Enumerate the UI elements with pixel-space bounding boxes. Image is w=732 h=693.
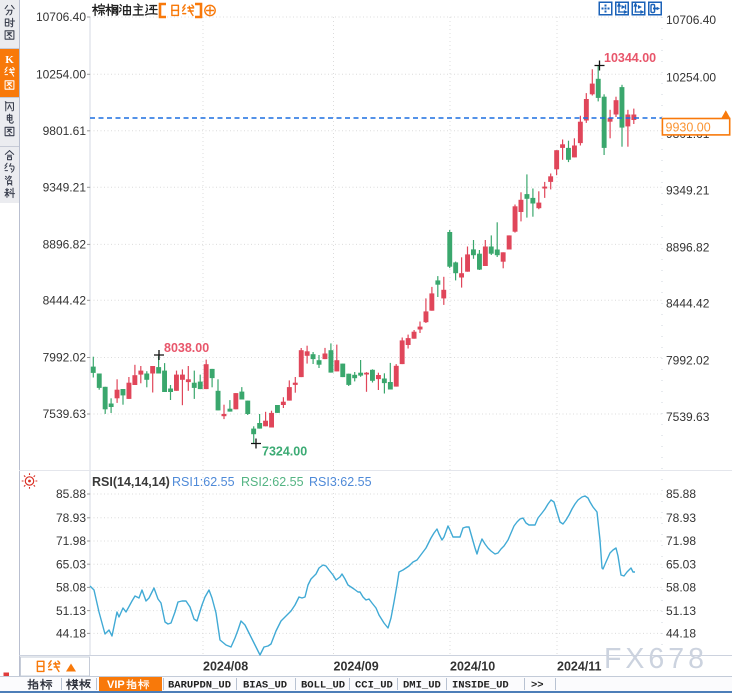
svg-text:RSI(14,14,14): RSI(14,14,14) (92, 475, 170, 489)
svg-text:10254.00: 10254.00 (36, 68, 86, 82)
svg-text:71.98: 71.98 (666, 534, 696, 548)
svg-text:CCI_UD: CCI_UD (355, 680, 393, 692)
svg-text:58.08: 58.08 (666, 581, 696, 595)
svg-text:K: K (5, 54, 14, 66)
svg-text:8896.82: 8896.82 (666, 241, 710, 255)
svg-text:2024/10: 2024/10 (450, 660, 495, 674)
svg-text:7324.00: 7324.00 (262, 445, 307, 459)
svg-text:51.13: 51.13 (56, 604, 86, 618)
svg-text:>>: >> (531, 680, 544, 692)
svg-text:7992.02: 7992.02 (43, 351, 87, 365)
svg-text:10706.40: 10706.40 (666, 13, 716, 27)
svg-text:78.93: 78.93 (666, 511, 696, 525)
svg-text:65.03: 65.03 (56, 557, 86, 571)
svg-text:44.18: 44.18 (666, 627, 696, 641)
svg-text:7992.02: 7992.02 (666, 354, 710, 368)
svg-text:8444.42: 8444.42 (666, 297, 710, 311)
svg-text:51.13: 51.13 (666, 604, 696, 618)
svg-text:9349.21: 9349.21 (43, 181, 87, 195)
svg-text:85.88: 85.88 (56, 487, 86, 501)
svg-text:10344.00: 10344.00 (604, 51, 656, 65)
svg-text:58.08: 58.08 (56, 581, 86, 595)
svg-text:10706.40: 10706.40 (36, 10, 86, 24)
svg-text:65.03: 65.03 (666, 557, 696, 571)
svg-text:78.93: 78.93 (56, 511, 86, 525)
svg-text:INSIDE_UD: INSIDE_UD (452, 680, 509, 692)
svg-text:2024/09: 2024/09 (334, 660, 379, 674)
svg-text:7539.63: 7539.63 (43, 407, 87, 421)
svg-text:2024/08: 2024/08 (203, 660, 248, 674)
svg-text:9930.00: 9930.00 (666, 121, 711, 135)
svg-text:8444.42: 8444.42 (43, 294, 87, 308)
svg-text:71.98: 71.98 (56, 534, 86, 548)
svg-text:FX678: FX678 (604, 643, 708, 675)
svg-text:85.88: 85.88 (666, 487, 696, 501)
svg-text:BIAS_UD: BIAS_UD (243, 680, 287, 692)
svg-text:BARUPDN_UD: BARUPDN_UD (168, 680, 231, 692)
svg-text:9349.21: 9349.21 (666, 184, 710, 198)
svg-text:RSI2:62.55: RSI2:62.55 (241, 475, 304, 489)
svg-text:RSI1:62.55: RSI1:62.55 (172, 475, 235, 489)
svg-text:10254.00: 10254.00 (666, 71, 716, 85)
svg-text:8896.82: 8896.82 (43, 238, 87, 252)
svg-text:RSI3:62.55: RSI3:62.55 (309, 475, 372, 489)
svg-text:8038.00: 8038.00 (164, 341, 209, 355)
svg-text:BOLL_UD: BOLL_UD (301, 680, 345, 692)
svg-text:44.18: 44.18 (56, 627, 86, 641)
svg-text:VIP: VIP (107, 679, 125, 691)
svg-text:9801.61: 9801.61 (43, 124, 87, 138)
svg-text:2024/11: 2024/11 (557, 660, 602, 674)
svg-text:7539.63: 7539.63 (666, 410, 710, 424)
svg-text:DMI_UD: DMI_UD (403, 680, 441, 692)
